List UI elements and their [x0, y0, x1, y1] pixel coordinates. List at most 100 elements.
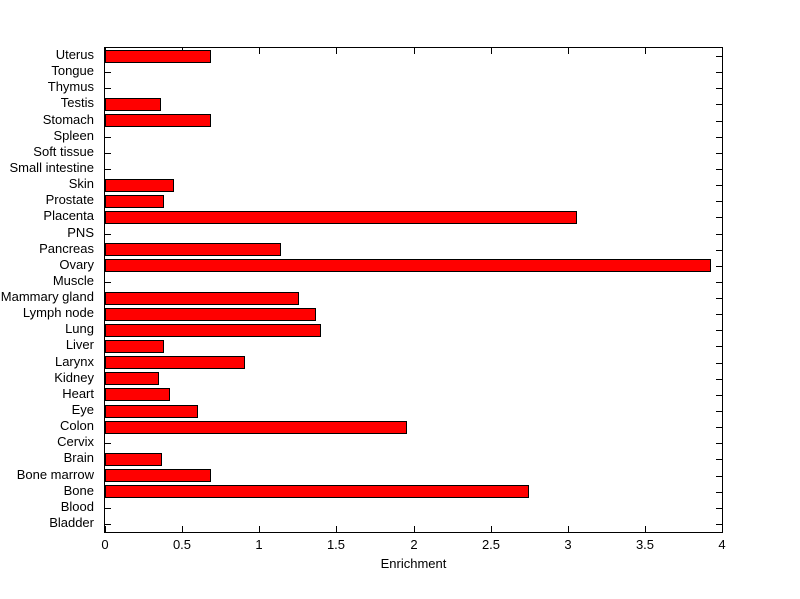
- x-tick: [568, 526, 569, 532]
- y-tick-label-blood: Blood: [60, 499, 94, 514]
- y-tick: [716, 379, 722, 380]
- bar-kidney: [105, 372, 159, 385]
- y-tick-label-colon: Colon: [60, 418, 94, 433]
- y-tick-label-uterus: Uterus: [55, 47, 94, 62]
- y-tick: [105, 282, 111, 283]
- bar-testis: [105, 98, 161, 111]
- bar-mammary-gland: [105, 292, 299, 305]
- y-tick-label-cervix: Cervix: [57, 434, 94, 449]
- y-tick-label-larynx: Larynx: [54, 354, 94, 369]
- bar-stomach: [105, 114, 211, 127]
- x-tick: [259, 526, 260, 532]
- y-tick: [105, 72, 111, 73]
- y-tick: [716, 476, 722, 477]
- bar-lymph-node: [105, 308, 316, 321]
- y-tick: [716, 137, 722, 138]
- y-tick: [716, 266, 722, 267]
- bar-brain: [105, 453, 162, 466]
- y-tick-label-small-intestine: Small intestine: [9, 160, 94, 175]
- bar-placenta: [105, 211, 577, 224]
- x-axis-labels: 0 0.5 1 1.5 2 2.5 3 3.5 4: [101, 535, 725, 553]
- y-tick: [716, 363, 722, 364]
- y-tick-label-testis: Testis: [60, 95, 94, 110]
- x-axis-title: Enrichment: [380, 556, 447, 571]
- bar-heart: [105, 388, 170, 401]
- y-tick: [105, 88, 111, 89]
- y-tick: [716, 169, 722, 170]
- y-tick: [105, 524, 111, 525]
- y-tick: [716, 508, 722, 509]
- y-tick: [105, 169, 111, 170]
- y-tick: [716, 250, 722, 251]
- x-tick-label: 0.5: [172, 537, 192, 552]
- bar-eye: [105, 405, 198, 418]
- y-tick-label-tongue: Tongue: [51, 63, 94, 78]
- y-tick: [716, 298, 722, 299]
- y-tick-label-brain: Brain: [63, 450, 94, 465]
- bar-bone-marrow: [105, 469, 211, 482]
- y-tick-label-ovary: Ovary: [59, 257, 94, 272]
- y-tick-label-pns: PNS: [67, 225, 94, 240]
- y-tick: [716, 314, 722, 315]
- y-tick: [716, 104, 722, 105]
- x-tick: [722, 526, 723, 532]
- y-tick: [716, 427, 722, 428]
- y-tick: [105, 443, 111, 444]
- y-tick-label-stomach: Stomach: [42, 112, 94, 127]
- y-tick: [105, 153, 111, 154]
- y-tick: [716, 411, 722, 412]
- bar-bone: [105, 485, 529, 498]
- bar-prostate: [105, 195, 164, 208]
- y-tick-label-kidney: Kidney: [54, 370, 94, 385]
- plot-area: [104, 47, 723, 533]
- y-tick: [716, 121, 722, 122]
- bar-colon: [105, 421, 407, 434]
- bar-skin: [105, 179, 174, 192]
- x-tick: [645, 48, 646, 54]
- y-tick-label-mammary-gland: Mammary gland: [0, 289, 94, 304]
- x-tick-label: 2.5: [481, 537, 501, 552]
- y-tick-label-lung: Lung: [65, 321, 94, 336]
- y-tick: [716, 395, 722, 396]
- x-tick: [336, 48, 337, 54]
- x-tick-label: 1.5: [326, 537, 346, 552]
- x-tick: [491, 526, 492, 532]
- bar-liver: [105, 340, 164, 353]
- y-tick: [716, 492, 722, 493]
- y-tick-label-eye: Eye: [71, 402, 94, 417]
- x-tick-label: 2: [410, 537, 418, 552]
- y-tick: [105, 508, 111, 509]
- y-tick: [716, 443, 722, 444]
- x-tick-label: 4: [718, 537, 726, 552]
- x-tick: [182, 526, 183, 532]
- y-tick: [716, 282, 722, 283]
- y-tick: [716, 330, 722, 331]
- y-tick-label-skin: Skin: [68, 176, 94, 191]
- bar-uterus: [105, 50, 211, 63]
- y-tick: [716, 346, 722, 347]
- y-tick: [716, 88, 722, 89]
- y-tick-label-heart: Heart: [62, 386, 94, 401]
- y-tick: [716, 72, 722, 73]
- x-tick: [105, 526, 106, 532]
- y-tick-label-soft-tissue: Soft tissue: [33, 144, 94, 159]
- x-tick: [414, 48, 415, 54]
- y-tick-label-bone: Bone: [63, 483, 94, 498]
- y-tick: [716, 217, 722, 218]
- y-tick: [716, 56, 722, 57]
- y-tick-label-spleen: Spleen: [53, 128, 94, 143]
- y-tick-label-bone-marrow: Bone marrow: [16, 467, 94, 482]
- x-tick: [568, 48, 569, 54]
- y-tick: [716, 524, 722, 525]
- x-tick-label: 3.5: [635, 537, 655, 552]
- y-tick: [716, 234, 722, 235]
- y-tick-label-pancreas: Pancreas: [39, 241, 94, 256]
- y-tick: [105, 234, 111, 235]
- x-tick-label: 0: [101, 537, 109, 552]
- y-tick: [716, 459, 722, 460]
- y-tick: [105, 137, 111, 138]
- x-tick: [259, 48, 260, 54]
- bar-lung: [105, 324, 321, 337]
- bar-larynx: [105, 356, 245, 369]
- y-tick-label-prostate: Prostate: [45, 192, 94, 207]
